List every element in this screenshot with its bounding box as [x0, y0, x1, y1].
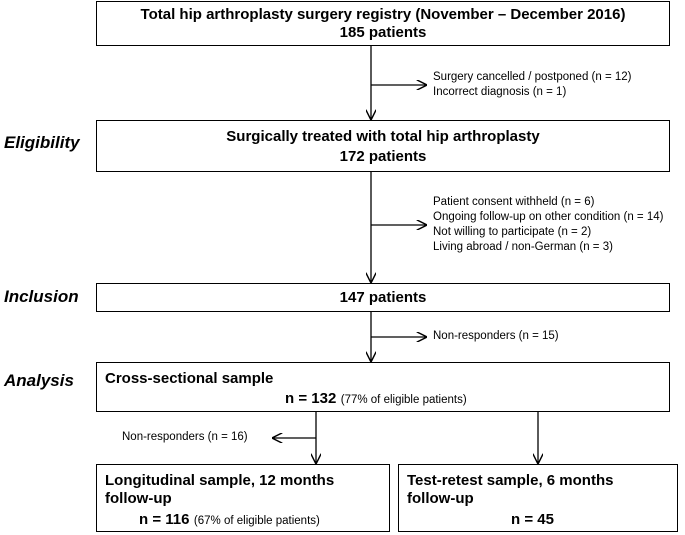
exclusion-list-4: Non-responders (n = 16)	[122, 430, 248, 445]
longitudinal-note: (67% of eligible patients)	[193, 515, 320, 527]
exclusion-item: Surgery cancelled / postponed (n = 12)	[433, 71, 632, 83]
exclusion-item: Patient consent withheld (n = 6)	[433, 196, 595, 208]
longitudinal-title-line2: follow-up	[105, 490, 172, 507]
cross-sectional-title: Cross-sectional sample	[105, 370, 274, 387]
stage-label-eligibility: Eligibility	[4, 133, 80, 152]
exclusion-item: Non-responders (n = 15)	[433, 330, 559, 342]
inclusion-box: 147 patients	[96, 283, 670, 312]
cross-sectional-note: (77% of eligible patients)	[340, 394, 467, 406]
cross-sectional-box: Cross-sectional sample n = 132 (77% of e…	[96, 362, 670, 412]
inclusion-count: 147 patients	[339, 289, 427, 306]
exclusion-item: Not willing to participate (n = 2)	[433, 226, 592, 238]
longitudinal-box: Longitudinal sample, 12 months follow-up…	[96, 464, 390, 532]
exclusion-item: Incorrect diagnosis (n = 1)	[433, 86, 567, 98]
longitudinal-n-line: n = 116 (67% of eligible patients)	[139, 511, 320, 529]
exclusion-list-3: Non-responders (n = 15)	[433, 329, 559, 344]
registry-count: 185 patients	[339, 24, 427, 41]
exclusion-list-1: Surgery cancelled / postponed (n = 12) I…	[433, 70, 632, 100]
surgical-count: 172 patients	[339, 148, 427, 165]
exclusion-list-2: Patient consent withheld (n = 6) Ongoing…	[433, 195, 663, 255]
exclusion-item: Non-responders (n = 16)	[122, 431, 248, 443]
exclusion-item: Living abroad / non-German (n = 3)	[433, 241, 613, 253]
test-retest-n: n = 45	[511, 511, 554, 528]
surgical-title: Surgically treated with total hip arthro…	[226, 128, 540, 145]
registry-title: Total hip arthroplasty surgery registry …	[140, 6, 626, 23]
surgical-box: Surgically treated with total hip arthro…	[96, 120, 670, 172]
test-retest-title-line1: Test-retest sample, 6 months	[407, 472, 614, 489]
test-retest-title-line2: follow-up	[407, 490, 474, 507]
cross-sectional-n: n = 132	[285, 390, 337, 407]
stage-label-inclusion: Inclusion	[4, 287, 79, 306]
exclusion-item: Ongoing follow-up on other condition (n …	[433, 211, 664, 223]
test-retest-box: Test-retest sample, 6 months follow-up n…	[398, 464, 678, 532]
registry-box: Total hip arthroplasty surgery registry …	[96, 1, 670, 46]
longitudinal-n: n = 116	[139, 511, 190, 528]
cross-sectional-n-line: n = 132 (77% of eligible patients)	[285, 390, 467, 408]
longitudinal-title-line1: Longitudinal sample, 12 months	[105, 472, 335, 489]
stage-label-analysis: Analysis	[4, 371, 74, 390]
